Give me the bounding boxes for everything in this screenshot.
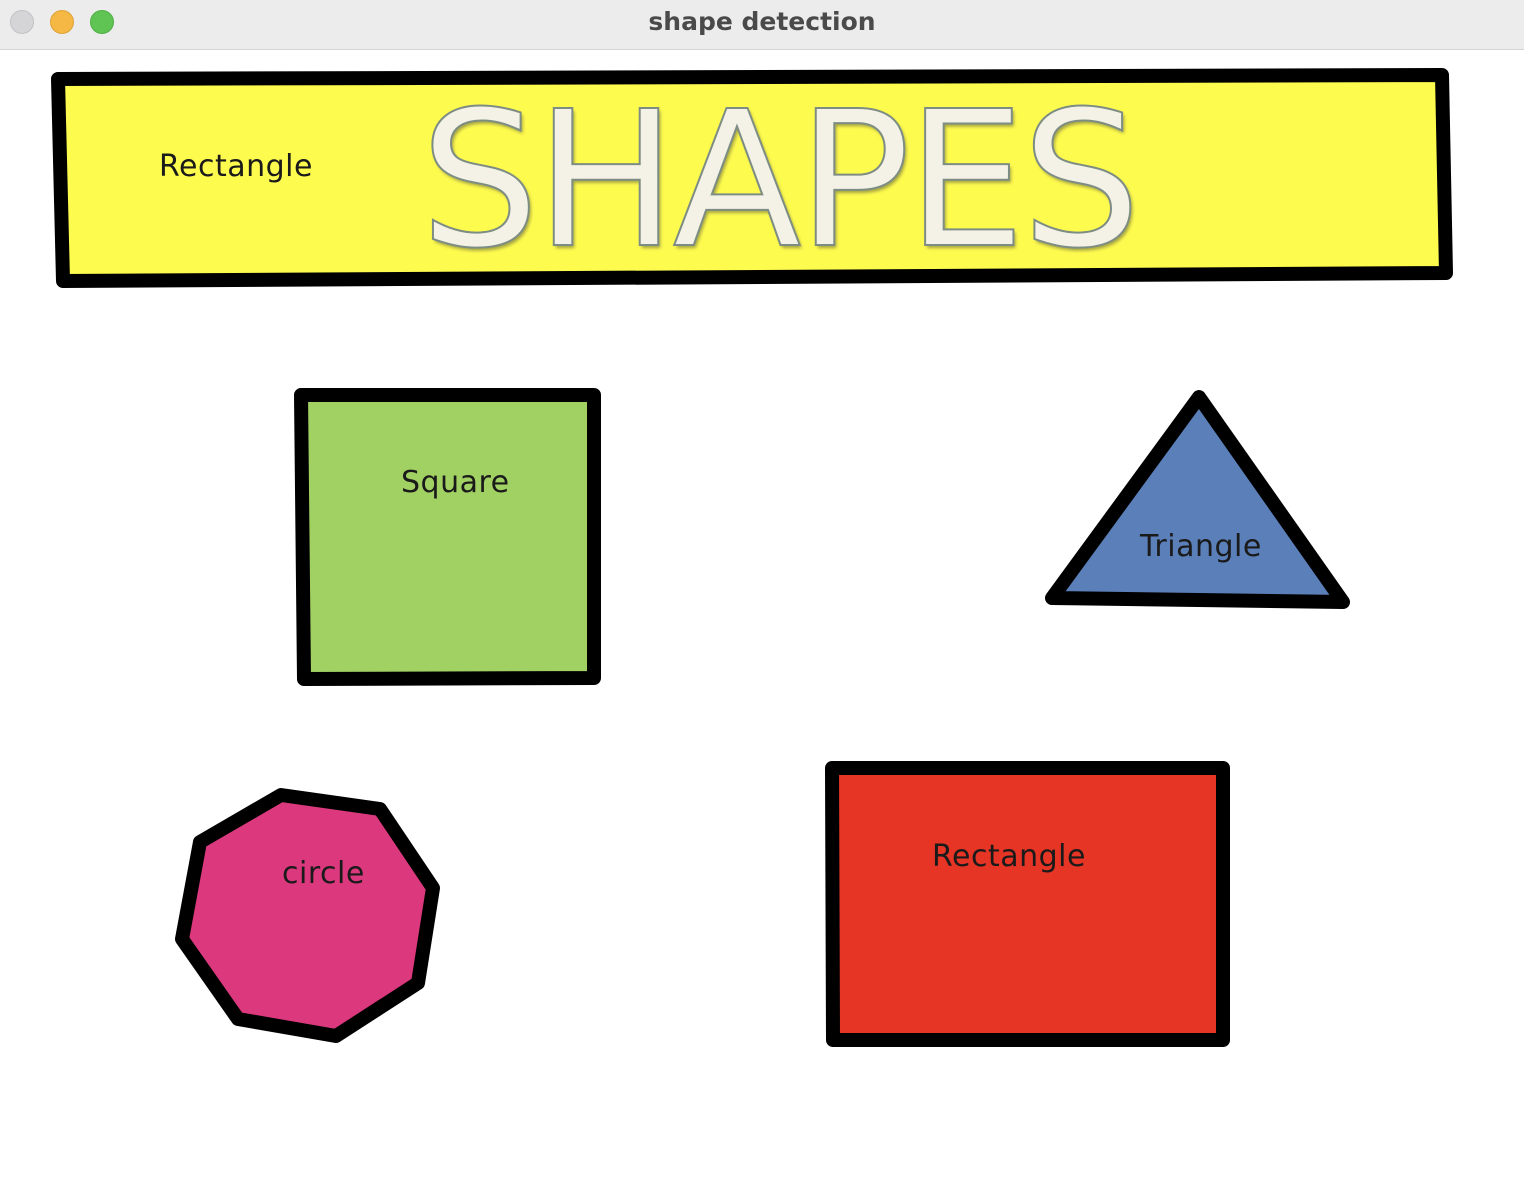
square-label: Square [401, 465, 510, 500]
shapes-drawing [51, 68, 1453, 1047]
window-title: shape detection [648, 7, 876, 36]
minimize-window-button[interactable] [50, 10, 74, 34]
close-window-button[interactable] [10, 10, 34, 34]
circle-shape [175, 788, 440, 1043]
circle-label: circle [282, 856, 365, 891]
rectangle-label: Rectangle [932, 839, 1086, 874]
banner-title: SHAPES [419, 71, 1142, 290]
title-bar: shape detection [0, 0, 1524, 50]
triangle-shape [1045, 390, 1350, 609]
image-canvas: SHAPES Rectangle Square Triangle circle … [0, 51, 1524, 1194]
triangle-label: Triangle [1140, 529, 1262, 564]
rectangle-shape [825, 761, 1230, 1047]
banner-rectangle [51, 68, 1453, 288]
square-shape [294, 388, 601, 686]
banner-rectangle-label: Rectangle [159, 149, 313, 184]
zoom-window-button[interactable] [90, 10, 114, 34]
